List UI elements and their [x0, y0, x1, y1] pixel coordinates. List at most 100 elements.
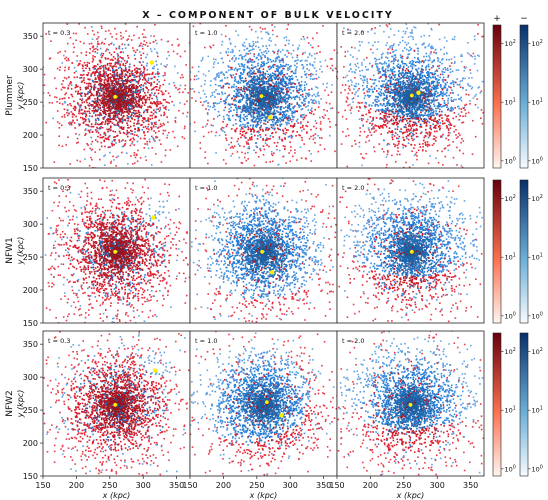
velocity-cell: [246, 47, 248, 50]
velocity-cell: [136, 123, 138, 125]
velocity-cell: [112, 59, 114, 62]
velocity-cell: [266, 138, 268, 140]
velocity-cell: [256, 131, 258, 133]
velocity-cell: [256, 122, 259, 124]
velocity-cell: [142, 66, 145, 68]
velocity-cell: [159, 85, 161, 87]
velocity-cell: [125, 62, 127, 65]
velocity-cell: [257, 135, 259, 137]
velocity-cell: [266, 85, 269, 88]
velocity-cell: [308, 92, 310, 95]
velocity-cell: [277, 55, 280, 58]
velocity-cell: [330, 107, 332, 110]
velocity-cell: [220, 128, 222, 130]
velocity-cell: [124, 118, 126, 121]
velocity-cell: [140, 124, 142, 126]
velocity-cell: [90, 156, 92, 159]
velocity-cell: [156, 42, 158, 45]
velocity-cell: [288, 119, 290, 122]
velocity-cell: [306, 63, 308, 66]
velocity-cell: [278, 61, 281, 63]
velocity-cell: [276, 69, 279, 71]
velocity-cell: [274, 60, 276, 63]
velocity-cell: [95, 81, 97, 83]
velocity-cell: [121, 108, 123, 110]
velocity-cell: [79, 77, 81, 79]
velocity-cell: [78, 23, 80, 25]
velocity-cell: [227, 117, 230, 120]
velocity-cell: [105, 87, 107, 90]
velocity-cell: [85, 99, 88, 101]
velocity-cell: [111, 58, 113, 61]
velocity-cell: [88, 125, 90, 128]
velocity-cell: [271, 4, 273, 6]
velocity-cell: [95, 101, 97, 104]
velocity-cell: [69, 122, 72, 124]
velocity-cell: [300, 84, 303, 86]
velocity-cell: [244, 110, 246, 112]
velocity-cell: [119, 98, 122, 101]
velocity-cell: [94, 56, 96, 58]
velocity-cell: [313, 53, 316, 55]
velocity-cell: [255, 83, 258, 86]
velocity-cell: [115, 107, 118, 109]
velocity-cell: [107, 69, 109, 71]
velocity-cell: [319, 120, 322, 123]
velocity-cell: [149, 94, 152, 97]
velocity-cell: [73, 46, 75, 49]
velocity-cell: [111, 106, 113, 109]
velocity-cell: [147, 117, 150, 119]
velocity-cell: [252, 44, 254, 47]
velocity-cell: [120, 104, 122, 106]
velocity-cell: [253, 109, 255, 112]
velocity-cell: [151, 92, 153, 94]
velocity-cell: [272, 118, 275, 121]
velocity-cell: [304, 59, 307, 62]
velocity-cell: [122, 98, 124, 100]
velocity-cell: [110, 82, 113, 85]
velocity-cell: [137, 116, 140, 118]
velocity-cell: [104, 98, 107, 100]
velocity-cell: [272, 107, 275, 109]
velocity-cell: [107, 83, 110, 85]
velocity-cell: [288, 78, 291, 80]
velocity-cell: [267, 88, 269, 91]
velocity-cell: [100, 145, 103, 148]
velocity-cell: [257, 90, 260, 93]
velocity-cell: [230, 141, 232, 144]
velocity-cell: [98, 19, 100, 21]
velocity-cell: [137, 103, 140, 106]
velocity-cell: [259, 102, 262, 105]
velocity-cell: [146, 111, 149, 113]
velocity-cell: [298, 89, 301, 92]
velocity-cell: [114, 63, 116, 66]
velocity-cell: [324, 89, 326, 92]
velocity-cell: [261, 77, 263, 79]
velocity-cell: [107, 117, 109, 120]
velocity-cell: [68, 76, 70, 78]
velocity-cell: [275, 99, 278, 101]
velocity-cell: [290, 65, 292, 67]
velocity-cell: [262, 130, 264, 132]
velocity-cell: [63, 114, 66, 116]
velocity-cell: [92, 167, 94, 168]
velocity-cell: [305, 83, 308, 85]
velocity-cell: [277, 50, 279, 53]
velocity-cell: [327, 94, 330, 96]
velocity-cell: [312, 134, 315, 137]
velocity-cell: [332, 69, 334, 72]
velocity-cell: [279, 120, 282, 123]
velocity-cell: [114, 90, 116, 92]
velocity-cell: [221, 93, 224, 95]
velocity-cell: [315, 122, 318, 124]
velocity-cell: [136, 160, 139, 162]
velocity-cell: [275, 106, 278, 109]
velocity-cell: [90, 94, 92, 97]
velocity-cell: [267, 113, 269, 116]
velocity-cell: [139, 51, 141, 53]
velocity-cell: [328, 102, 331, 105]
velocity-cell: [114, 114, 117, 116]
velocity-cell: [118, 141, 121, 143]
velocity-cell: [235, 107, 238, 110]
velocity-cell: [267, 50, 270, 53]
